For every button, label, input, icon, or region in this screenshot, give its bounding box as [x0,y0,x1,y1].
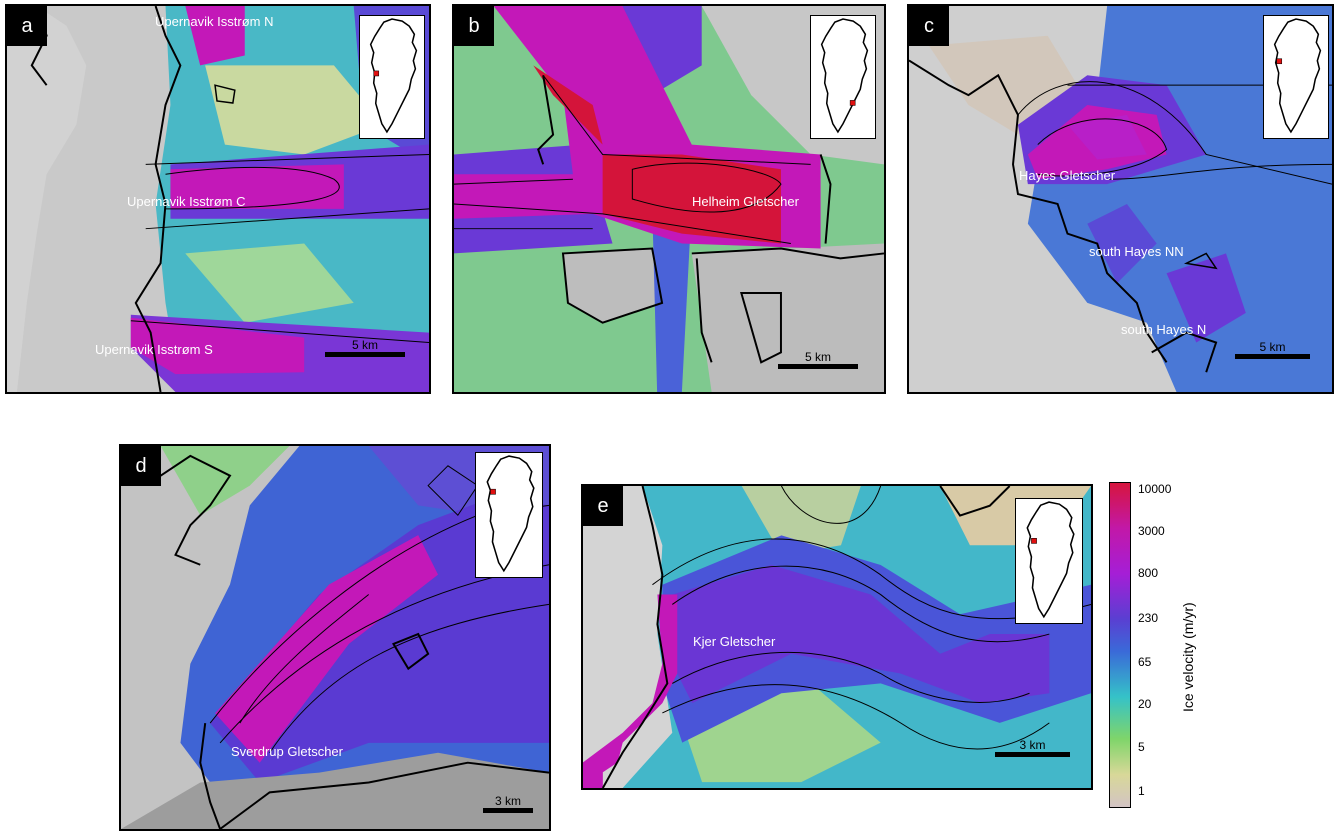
scalebar-a: 5 km [325,338,405,357]
velocity-map-d [121,446,549,829]
colorbar-tick: 800 [1138,566,1159,580]
colorbar-tick: 5 [1138,740,1145,754]
scalebar-label-d: 3 km [494,794,521,808]
scalebar-label-c: 5 km [1259,340,1286,354]
scalebar-e: 3 km [995,738,1070,757]
greenland-inset-e [1015,498,1083,624]
glacier-label-sverdrup: Sverdrup Gletscher [231,744,343,759]
panel-letter-c: c [909,6,949,46]
colorbar-tick: 230 [1138,611,1159,625]
glacier-label-hayes: Hayes Gletscher [1019,168,1116,183]
greenland-inset-c [1263,15,1329,139]
colorbar-tick: 1 [1138,784,1145,798]
map-panel-e: e Kjer Gletscher 3 km [581,484,1093,790]
colorbar-tick: 10000 [1138,482,1172,496]
panel-letter-d: d [121,446,161,486]
velocity-map-b [454,6,884,392]
glacier-label-upernavik-s: Upernavik Isstrøm S [95,342,213,357]
scalebar-label-a: 5 km [351,338,378,352]
panel-letter-a: a [7,6,47,46]
map-panel-b: b Helheim Gletscher 5 km [452,4,886,394]
greenland-inset-d [475,452,543,578]
velocity-map-a [7,6,429,392]
velocity-map-c [909,6,1332,392]
colorbar-tick: 65 [1138,655,1152,669]
glacier-label-kjer: Kjer Gletscher [693,634,776,649]
glacier-label-south-hayes-n: south Hayes N [1121,322,1207,337]
greenland-inset-b [810,15,876,139]
glacier-label-upernavik-c: Upernavik Isstrøm C [127,194,246,209]
scalebar-d: 3 km [483,794,533,813]
map-panel-a: a Upernavik Isstrøm N Upernavik Isstrøm … [5,4,431,394]
colorbar-tick: 20 [1138,697,1152,711]
glacier-label-helheim: Helheim Gletscher [692,194,799,209]
map-panel-c: c Hayes Gletscher south Hayes NN south H… [907,4,1334,394]
colorbar-tick: 3000 [1138,524,1165,538]
scalebar-c: 5 km [1235,340,1310,359]
scalebar-label-b: 5 km [804,350,831,364]
glacier-label-south-hayes-nn: south Hayes NN [1089,244,1184,259]
velocity-colorbar [1109,482,1131,808]
scalebar-b: 5 km [778,350,858,369]
map-panel-d: d Sverdrup Gletscher 3 km [119,444,551,831]
velocity-map-e [583,486,1091,788]
panel-letter-e: e [583,486,623,526]
colorbar-title: Ice velocity (m/yr) [1180,602,1196,712]
glacier-label-upernavik-n: Upernavik Isstrøm N [155,14,274,29]
greenland-inset-a [359,15,425,139]
scalebar-label-e: 3 km [1019,738,1046,752]
panel-letter-b: b [454,6,494,46]
